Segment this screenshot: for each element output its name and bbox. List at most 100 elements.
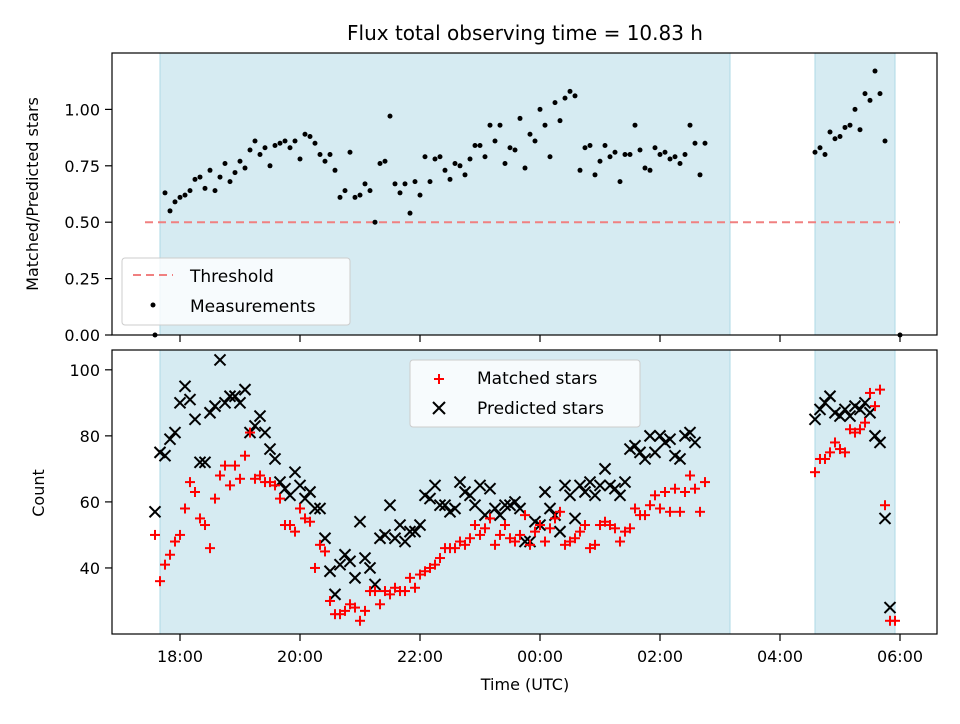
matched-star-point bbox=[320, 546, 330, 557]
predicted-star-point bbox=[318, 532, 332, 545]
bottom-y-axis-label: Count bbox=[29, 469, 48, 517]
x-mark-b bbox=[568, 512, 582, 525]
predicted-star-point bbox=[648, 446, 662, 459]
measurement-point bbox=[692, 140, 698, 146]
matched-star-point bbox=[610, 523, 620, 534]
predicted-star-point bbox=[873, 436, 887, 449]
measurement-point bbox=[592, 172, 598, 178]
measurement-point bbox=[277, 140, 283, 146]
x-mark-b bbox=[223, 390, 237, 403]
x-mark-b bbox=[363, 561, 377, 575]
matched-star-point bbox=[675, 506, 685, 517]
x-mark-b bbox=[393, 518, 407, 532]
x-mark-b bbox=[433, 499, 447, 512]
measurement-point bbox=[657, 152, 663, 158]
x-mark-b bbox=[683, 426, 697, 439]
x-mark-b bbox=[473, 479, 487, 492]
x-mark-b bbox=[643, 429, 657, 443]
measurement-point bbox=[582, 145, 588, 151]
predicted-star-point bbox=[423, 492, 437, 505]
matched-star-point bbox=[545, 523, 555, 534]
measurement-point bbox=[527, 131, 533, 137]
x-mark-b bbox=[578, 485, 592, 499]
x-mark-b bbox=[573, 479, 587, 492]
predicted-star-point bbox=[188, 413, 202, 426]
predicted-star-point bbox=[218, 396, 232, 410]
measurement-point bbox=[852, 106, 858, 112]
x-mark-b bbox=[183, 393, 197, 406]
matched-star-point bbox=[510, 536, 520, 547]
matched-star-point bbox=[535, 520, 545, 531]
measurement-point bbox=[182, 192, 188, 198]
x-mark-b bbox=[868, 429, 882, 443]
legend-predicted-swatch bbox=[432, 401, 446, 415]
predicted-star-point bbox=[158, 449, 172, 462]
matched-star-point bbox=[625, 523, 635, 534]
x-mark-b bbox=[563, 489, 577, 502]
predicted-star-point bbox=[228, 390, 242, 403]
predicted-star-point bbox=[298, 492, 312, 505]
x-mark-b bbox=[673, 452, 687, 466]
measurement-point bbox=[202, 185, 208, 191]
matched-star-point bbox=[270, 480, 280, 491]
measurement-point bbox=[467, 156, 473, 162]
measurement-point bbox=[617, 179, 623, 185]
measurement-point bbox=[857, 127, 863, 133]
predicted-star-point bbox=[238, 383, 252, 396]
matched-star-point bbox=[520, 510, 530, 521]
x-mark-b bbox=[353, 515, 367, 528]
measurement-point bbox=[292, 138, 298, 144]
x-mark-b bbox=[298, 492, 312, 505]
x-mark-b bbox=[843, 409, 857, 423]
y-tick-label: 80 bbox=[80, 427, 100, 446]
x-mark-b bbox=[468, 499, 482, 512]
legend-matched-swatch bbox=[434, 374, 444, 384]
matched-star-point bbox=[690, 483, 700, 494]
matched-star-point bbox=[325, 595, 335, 606]
x-mark-b bbox=[633, 446, 647, 459]
matched-star-point bbox=[350, 602, 360, 613]
predicted-star-point bbox=[333, 558, 347, 571]
measurement-point bbox=[442, 167, 448, 173]
measurement-point bbox=[162, 190, 168, 196]
measurement-point bbox=[307, 133, 313, 139]
y-tick-label: 0.75 bbox=[64, 157, 100, 176]
x-tick-label: 18:00 bbox=[157, 647, 203, 666]
predicted-star-point bbox=[363, 561, 377, 575]
matched-star-point bbox=[190, 487, 200, 497]
x-mark-b bbox=[598, 462, 612, 476]
predicted-star-point bbox=[563, 489, 577, 502]
measurement-point bbox=[222, 161, 228, 167]
legend-measurements-swatch bbox=[150, 302, 156, 308]
x-mark-b bbox=[233, 396, 247, 410]
measurement-point bbox=[492, 138, 498, 144]
x-mark-b bbox=[483, 482, 497, 495]
predicted-star-point bbox=[208, 399, 222, 413]
matched-star-point bbox=[465, 533, 475, 544]
measurement-point bbox=[847, 122, 853, 128]
measurement-point bbox=[337, 194, 343, 200]
matched-stars-points bbox=[150, 384, 900, 626]
matched-star-point bbox=[170, 536, 180, 547]
predicted-star-point bbox=[683, 426, 697, 439]
x-mark-b bbox=[593, 479, 607, 492]
matched-star-point bbox=[340, 605, 350, 616]
matched-star-point bbox=[460, 539, 470, 550]
predicted-star-point bbox=[613, 489, 627, 502]
measurement-point bbox=[237, 158, 243, 164]
x-mark-b bbox=[308, 502, 322, 515]
matched-star-point bbox=[410, 582, 420, 593]
matched-star-point bbox=[235, 473, 245, 484]
matched-star-point bbox=[255, 470, 265, 481]
x-mark-b bbox=[368, 578, 382, 591]
top-y-axis-label: Matched/Predicted stars bbox=[23, 97, 42, 291]
matched-star-point bbox=[370, 586, 380, 597]
matched-star-point bbox=[555, 506, 565, 517]
measurement-point bbox=[642, 165, 648, 171]
matched-star-point bbox=[475, 529, 485, 540]
predicted-star-point bbox=[853, 403, 867, 416]
predicted-star-point bbox=[203, 406, 217, 419]
matched-star-point bbox=[430, 559, 440, 570]
predicted-star-point bbox=[573, 479, 587, 492]
predicted-star-point bbox=[618, 475, 632, 489]
